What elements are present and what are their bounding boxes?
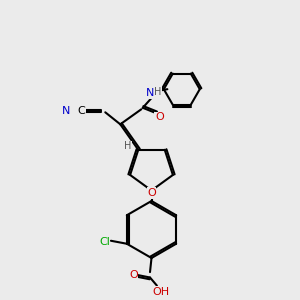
Text: O: O [155,112,164,122]
Text: N: N [146,88,154,98]
Text: H: H [124,141,131,151]
Text: Cl: Cl [99,237,110,247]
Text: O: O [129,271,138,281]
Text: OH: OH [152,287,169,297]
Text: C: C [77,106,85,116]
Text: O: O [147,188,156,198]
Text: N: N [61,106,70,116]
Text: H: H [154,87,161,97]
